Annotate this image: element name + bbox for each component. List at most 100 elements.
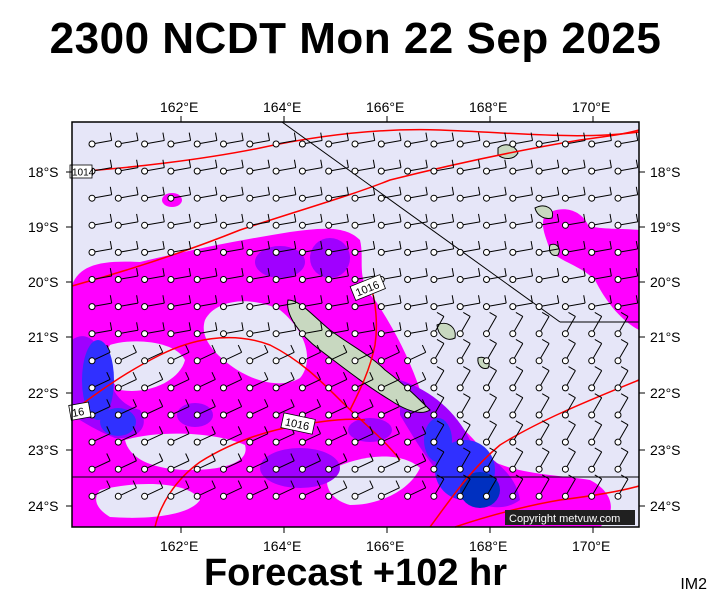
wind-barb xyxy=(588,268,612,283)
wind-barb xyxy=(351,371,374,392)
wind-barb xyxy=(614,295,639,311)
wind-barb xyxy=(114,344,137,365)
wind-barb xyxy=(220,268,244,283)
wind-barb xyxy=(483,186,507,202)
wind-barb xyxy=(141,344,164,365)
wind-barb xyxy=(561,447,576,473)
wind-barb xyxy=(614,420,629,446)
wind-barb xyxy=(351,344,374,365)
wind-barb xyxy=(535,339,550,365)
wind-barb xyxy=(456,268,481,283)
lon-label-top: 168°E xyxy=(469,99,507,115)
wind-barb xyxy=(561,393,576,419)
wind-barb xyxy=(509,366,524,392)
wind-barb xyxy=(325,371,348,392)
wind-barb xyxy=(377,186,402,202)
wind-barb xyxy=(220,453,243,473)
wind-barb xyxy=(456,186,481,202)
copyright-box xyxy=(505,510,635,525)
wind-barb xyxy=(509,132,533,148)
lat-label-right: 23°S xyxy=(650,442,681,458)
wind-barb xyxy=(456,447,471,473)
lat-label-left: 22°S xyxy=(28,385,59,401)
wind-barb xyxy=(535,311,550,338)
lon-label-top: 170°E xyxy=(572,99,610,115)
lat-label-right: 22°S xyxy=(650,385,681,401)
lon-label-bottom: 168°E xyxy=(469,538,507,554)
lon-label-top: 166°E xyxy=(366,99,404,115)
lon-label-bottom: 164°E xyxy=(263,538,301,554)
wind-barb xyxy=(298,399,321,419)
lon-label-top: 164°E xyxy=(263,99,301,115)
wind-barb xyxy=(404,159,428,175)
wind-barb xyxy=(193,453,216,473)
wind-barb xyxy=(351,159,376,175)
wind-barb xyxy=(114,399,137,419)
wind-barbs xyxy=(88,132,639,500)
wind-barb xyxy=(430,311,445,338)
wind-barb xyxy=(430,339,445,365)
wind-barb xyxy=(114,295,139,311)
lat-label-right: 21°S xyxy=(650,329,681,345)
wind-barb xyxy=(614,366,629,392)
wind-barb xyxy=(167,268,192,283)
wind-barb xyxy=(325,322,349,338)
wind-barb xyxy=(561,268,586,283)
wind-barb xyxy=(509,393,524,419)
wind-barb xyxy=(509,420,524,446)
lat-label-left: 19°S xyxy=(28,219,59,235)
wind-barb xyxy=(298,213,323,229)
wind-barb xyxy=(246,268,270,283)
wind-barb xyxy=(246,344,269,365)
wind-barb xyxy=(483,295,507,311)
wind-barb xyxy=(456,339,471,365)
wind-barb xyxy=(404,240,428,256)
wind-barb xyxy=(430,268,455,283)
wind-barb xyxy=(456,213,481,229)
wind-barb xyxy=(193,240,218,256)
wind-barb xyxy=(430,474,445,500)
wind-barb xyxy=(88,240,113,256)
wind-barb xyxy=(456,393,471,419)
wind-barb xyxy=(430,213,455,229)
wind-barb xyxy=(325,186,349,202)
lat-label-left: 23°S xyxy=(28,442,59,458)
wind-barb xyxy=(114,268,139,283)
wind-barb xyxy=(614,240,639,256)
wind-barb xyxy=(88,213,113,229)
wind-barb xyxy=(246,322,270,338)
wind-barb xyxy=(377,344,400,365)
wind-barb xyxy=(298,480,321,500)
wind-barb xyxy=(141,480,164,500)
isobar-label: 1016 xyxy=(284,416,310,433)
wind-barb xyxy=(351,322,376,338)
wind-barb xyxy=(272,453,295,473)
wind-barb xyxy=(298,132,323,148)
wind-barb xyxy=(456,132,481,148)
wind-barb xyxy=(88,453,111,473)
wind-barb xyxy=(404,426,427,446)
wind-barb xyxy=(114,322,139,338)
wind-barb xyxy=(404,132,428,148)
wind-barb xyxy=(377,159,402,175)
wind-barb xyxy=(456,420,471,446)
wind-barb xyxy=(377,240,402,256)
wind-barb xyxy=(588,339,603,365)
lon-label-top: 162°E xyxy=(160,99,198,115)
lon-label-bottom: 166°E xyxy=(366,538,404,554)
wind-barb xyxy=(430,393,445,419)
wind-barb xyxy=(193,213,218,229)
wind-barb xyxy=(246,453,269,473)
wind-barb xyxy=(404,453,427,473)
wind-barb xyxy=(193,399,216,419)
wind-barb xyxy=(298,453,321,473)
wind-barb xyxy=(325,213,349,229)
wind-barb xyxy=(404,480,427,500)
wind-barb xyxy=(561,132,586,148)
wind-barb xyxy=(614,311,629,338)
wind-barb xyxy=(430,132,455,148)
wind-barb xyxy=(246,240,270,256)
wind-barb xyxy=(298,322,323,338)
wind-barb xyxy=(272,159,297,175)
wind-barb xyxy=(220,426,243,446)
